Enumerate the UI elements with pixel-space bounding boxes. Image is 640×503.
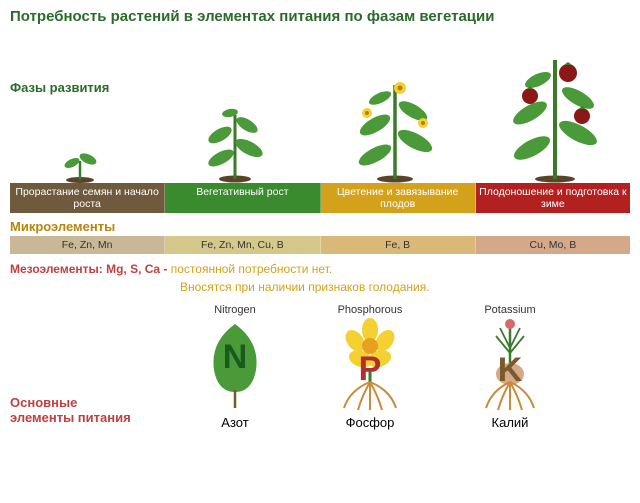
phase-cell: Плодоношение и подготовка к зиме <box>476 183 630 213</box>
plants-illustration <box>0 33 640 183</box>
phase-cell: Прорастание семян и начало роста <box>10 183 165 213</box>
phase-row: Прорастание семян и начало роста Вегетат… <box>10 183 630 213</box>
main-elements-label: Основные элементы питания <box>10 395 140 425</box>
svg-text:K: K <box>498 351 523 389</box>
npk-ru-label: Фосфор <box>330 415 410 430</box>
npk-nitrogen: Nitrogen N Азот <box>200 304 270 430</box>
plant-vegetative-icon <box>195 103 275 183</box>
leaf-icon: N <box>200 318 270 413</box>
bulb-icon: K <box>470 318 550 413</box>
micro-cell: Fe, B <box>321 236 476 254</box>
meso-label: Мезоэлементы: Mg, S, Ca - <box>10 262 167 276</box>
plant-flowering-icon <box>345 73 445 183</box>
micro-cell: Fe, Zn, Mn, Cu, B <box>165 236 320 254</box>
npk-ru-label: Азот <box>200 415 270 430</box>
meso-line: Мезоэлементы: Mg, S, Ca - постоянной пот… <box>0 260 640 278</box>
micro-cell: Fe, Zn, Mn <box>10 236 165 254</box>
plant-fruiting-icon <box>500 48 610 183</box>
micro-cell: Cu, Mo, B <box>476 236 630 254</box>
svg-text:N: N <box>223 338 248 376</box>
meso-text1: постоянной потребности нет. <box>171 262 332 276</box>
phase-cell: Вегетативный рост <box>165 183 320 213</box>
npk-eng-label: Potassium <box>470 304 550 316</box>
main-title: Потребность растений в элементах питания… <box>0 0 640 29</box>
meso-text2: Вносятся при наличии признаков голодания… <box>0 278 640 296</box>
npk-eng-label: Phosphorous <box>330 304 410 316</box>
npk-ru-label: Калий <box>470 415 550 430</box>
micro-label: Микроэлементы <box>0 213 640 236</box>
svg-text:P: P <box>359 350 382 388</box>
npk-potassium: Potassium K Калий <box>470 304 550 430</box>
npk-eng-label: Nitrogen <box>200 304 270 316</box>
phase-cell: Цветение и завязывание плодов <box>321 183 476 213</box>
npk-phosphorus: Phosphorous P Фосфор <box>330 304 410 430</box>
plant-sprout-icon <box>55 143 105 183</box>
micro-row: Fe, Zn, Mn Fe, Zn, Mn, Cu, B Fe, B Cu, M… <box>10 236 630 254</box>
flower-icon: P <box>330 318 410 413</box>
